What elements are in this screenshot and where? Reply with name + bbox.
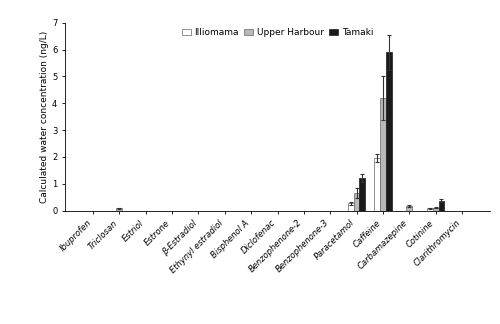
Bar	[406, 206, 412, 211]
Bar	[386, 52, 392, 211]
Bar	[427, 208, 432, 211]
Bar	[354, 193, 360, 211]
Bar	[438, 201, 444, 211]
Bar	[380, 98, 386, 211]
Legend: Illiomama, Upper Harbour, Tamaki: Illiomama, Upper Harbour, Tamaki	[180, 27, 374, 38]
Bar	[348, 203, 354, 211]
Bar	[116, 208, 122, 211]
Bar	[432, 208, 438, 211]
Bar	[360, 179, 366, 211]
Bar	[374, 158, 380, 211]
Y-axis label: Calculated water concentration (ng/L): Calculated water concentration (ng/L)	[40, 30, 49, 203]
